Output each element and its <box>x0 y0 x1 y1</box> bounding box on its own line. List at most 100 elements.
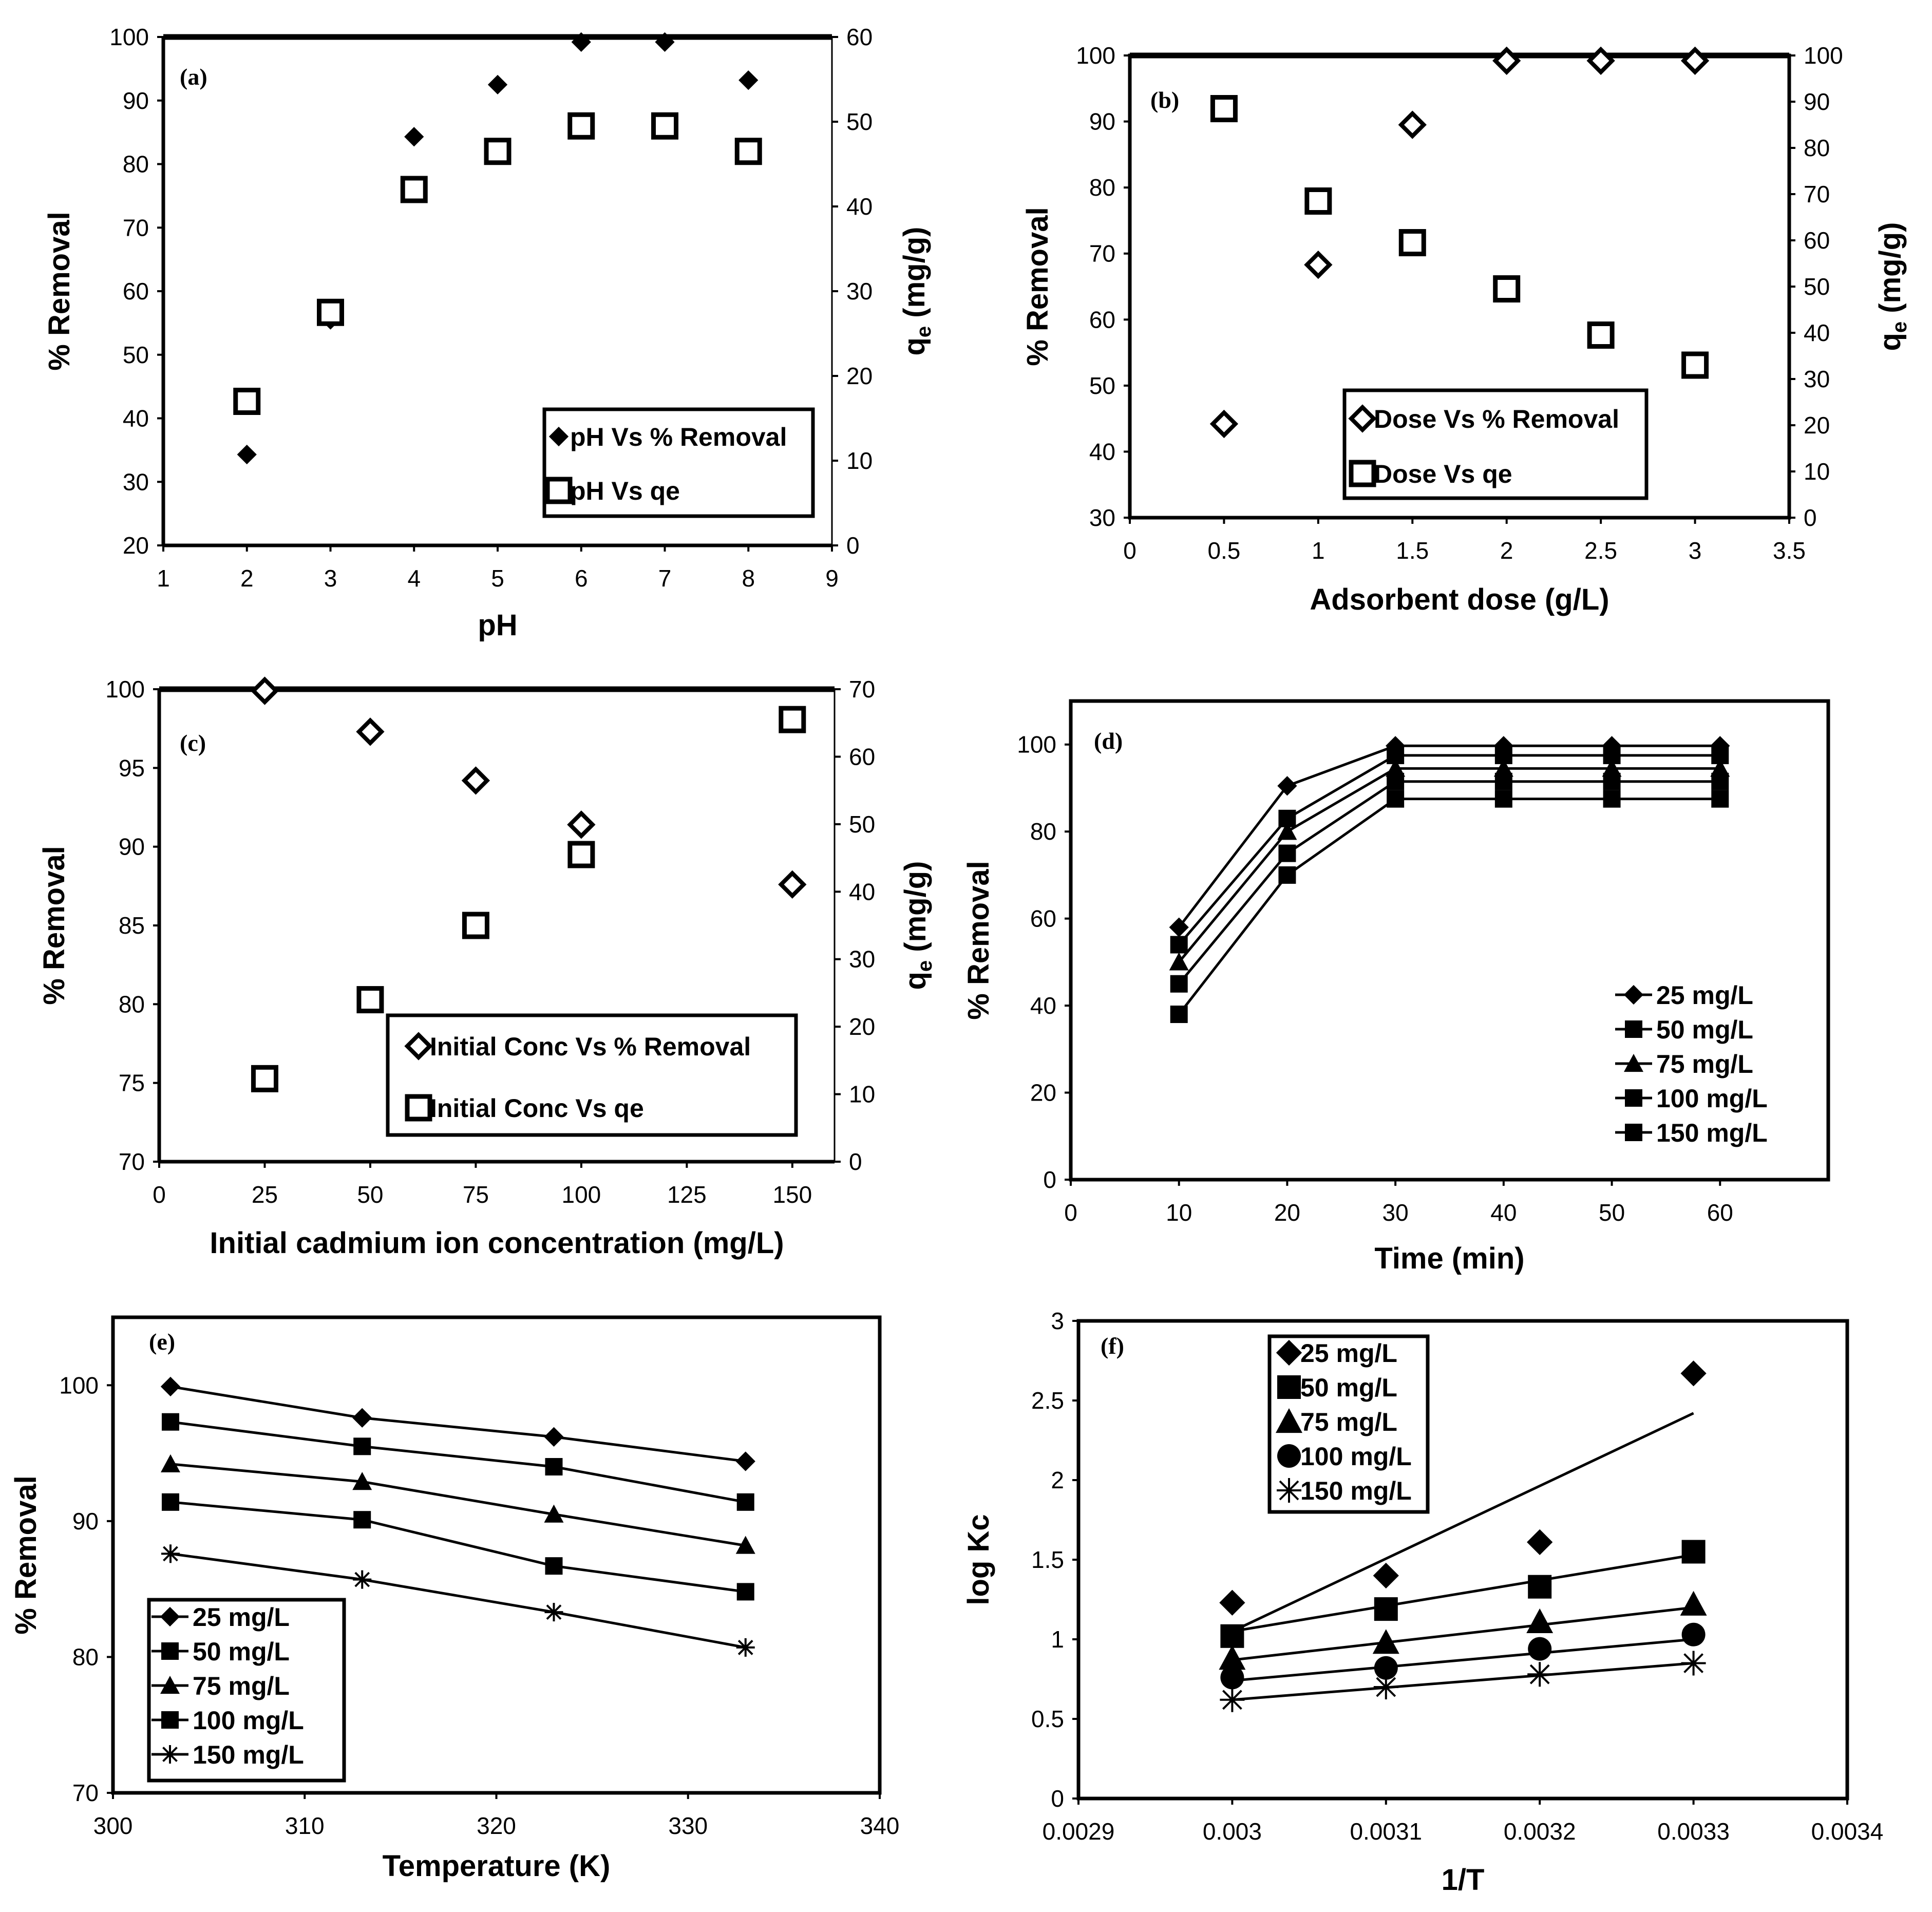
x-axis-title: Initial cadmium ion concentration (mg/L) <box>210 1226 784 1260</box>
x-tick-label: 30 <box>1382 1199 1409 1226</box>
data-point <box>567 810 596 839</box>
y2-tick-label: 0 <box>849 1148 862 1175</box>
data-point <box>237 444 257 465</box>
x-tick-label: 2 <box>240 565 254 592</box>
x-tick-label: 1 <box>1312 537 1325 564</box>
y-tick-label: 40 <box>1030 992 1056 1019</box>
data-point <box>1220 1665 1244 1690</box>
legend: pH Vs % Removal pH Vs qe <box>542 407 815 518</box>
x-tick-label: 40 <box>1490 1199 1517 1226</box>
data-point <box>1587 321 1615 349</box>
legend-label: 75 mg/L <box>1300 1408 1397 1436</box>
panel-label: (d) <box>1094 728 1123 754</box>
data-point <box>571 32 591 52</box>
x-axis-title: 1/T <box>1442 1863 1485 1897</box>
data-point <box>1374 1656 1398 1680</box>
legend-box <box>542 407 815 518</box>
y-tick-label: 100 <box>59 1372 99 1398</box>
data-point <box>1373 1562 1399 1589</box>
data-point <box>356 986 384 1014</box>
data-point <box>161 1493 179 1511</box>
x-tick-label: 4 <box>407 565 421 592</box>
data-point <box>1681 1651 1706 1676</box>
y2-tick-label: 20 <box>1804 412 1830 439</box>
legend-label: pH Vs qe <box>570 477 680 505</box>
y-tick-label: 2 <box>1051 1467 1064 1493</box>
data-point <box>1304 250 1333 279</box>
y2-tick-label: 70 <box>1804 181 1830 207</box>
series-line <box>1178 780 1720 985</box>
legend-marker <box>1349 460 1376 487</box>
legend-marker <box>404 1032 433 1061</box>
legend-label: 150 mg/L <box>1656 1119 1768 1147</box>
x-tick-label: 5 <box>491 565 504 592</box>
data-point <box>1681 1622 1706 1646</box>
legend-item: 50 mg/L <box>1615 1015 1753 1044</box>
y2-tick-label: 0 <box>846 532 860 559</box>
panel-label: (a) <box>180 64 207 90</box>
x-tick-label: 8 <box>742 565 755 592</box>
y-axis-title: % Removal <box>43 212 76 370</box>
legend-item: Dose Vs % Removal <box>1348 404 1619 433</box>
data-point <box>1526 1608 1554 1633</box>
data-point <box>400 176 428 203</box>
data-point <box>356 717 385 746</box>
data-point <box>544 1603 563 1622</box>
y-tick-label: 30 <box>123 468 149 495</box>
data-point <box>1711 790 1729 808</box>
legend-item: Initial Conc Vs % Removal <box>404 1032 751 1061</box>
legend-item: 75 mg/L <box>1276 1408 1397 1436</box>
legend-marker <box>405 1094 432 1122</box>
y-tick-label: 20 <box>1030 1080 1056 1106</box>
data-point <box>1586 46 1615 75</box>
legend-box <box>147 1598 346 1783</box>
data-point <box>1209 409 1239 439</box>
legend-item: 150 mg/L <box>151 1740 304 1769</box>
series-line <box>170 1385 746 1463</box>
x-tick-label: 0.0029 <box>1043 1818 1115 1845</box>
x-axis-title: Temperature (K) <box>383 1849 611 1883</box>
data-point <box>738 70 759 90</box>
legend-item: 75 mg/L <box>1615 1050 1753 1078</box>
x-tick-label: 3 <box>1689 537 1702 564</box>
y2-tick-label: 90 <box>1804 88 1830 115</box>
panel-label: (e) <box>149 1329 175 1355</box>
legend-marker <box>161 1642 179 1660</box>
legend-item: Initial Conc Vs qe <box>405 1094 644 1123</box>
data-point <box>1681 1540 1706 1564</box>
y-axis-title: % Removal <box>37 846 71 1005</box>
series-line <box>170 1501 746 1593</box>
data-point <box>1387 790 1405 808</box>
y-tick-label: 0 <box>1043 1166 1056 1193</box>
legend: 25 mg/L 50 mg/L 75 mg/L 100 mg/L 150 mg/L <box>1607 978 1813 1153</box>
x-tick-label: 6 <box>575 565 588 592</box>
legend-marker <box>1625 1089 1642 1107</box>
x-tick-label: 320 <box>477 1812 516 1839</box>
legend-marker <box>1625 1020 1642 1038</box>
series-line <box>1178 798 1720 1015</box>
x-axis-title: Time (min) <box>1374 1242 1524 1275</box>
legend-label: Initial Conc Vs % Removal <box>430 1032 751 1061</box>
legend-marker <box>545 477 573 504</box>
data-point <box>1387 772 1405 790</box>
x-tick-label: 0.0031 <box>1350 1818 1422 1845</box>
legend-box <box>386 1013 798 1137</box>
legend: Initial Conc Vs % Removal Initial Conc Vs… <box>386 1013 798 1137</box>
chart-panel-b: 0 0.5 1 1.5 2 2.5 3 3.5 30 40 50 60 70 80 90 100 0 10 20 30… <box>1021 42 1911 616</box>
legend-item: 150 mg/L <box>1277 1476 1412 1505</box>
data-point <box>160 1454 180 1472</box>
legend-marker <box>160 1676 180 1694</box>
x-tick-label: 9 <box>825 565 839 592</box>
legend-item: 150 mg/L <box>1615 1119 1768 1147</box>
y2-axis-title: qe (mg/g) <box>899 861 936 990</box>
data-point <box>1278 866 1296 884</box>
data-point <box>544 1504 564 1523</box>
data-point <box>1680 46 1710 75</box>
y-tick-label: 80 <box>72 1643 99 1670</box>
legend-label: Dose Vs qe <box>1374 460 1512 488</box>
x-tick-label: 1.5 <box>1396 537 1429 564</box>
chart-panel-f: 0.0029 0.003 0.0031 0.0032 0.0033 0.0034 0 0.5 1… <box>962 1308 1883 1897</box>
data-point <box>1602 759 1622 777</box>
data-point <box>1304 187 1332 215</box>
y-tick-label: 60 <box>1030 905 1056 932</box>
